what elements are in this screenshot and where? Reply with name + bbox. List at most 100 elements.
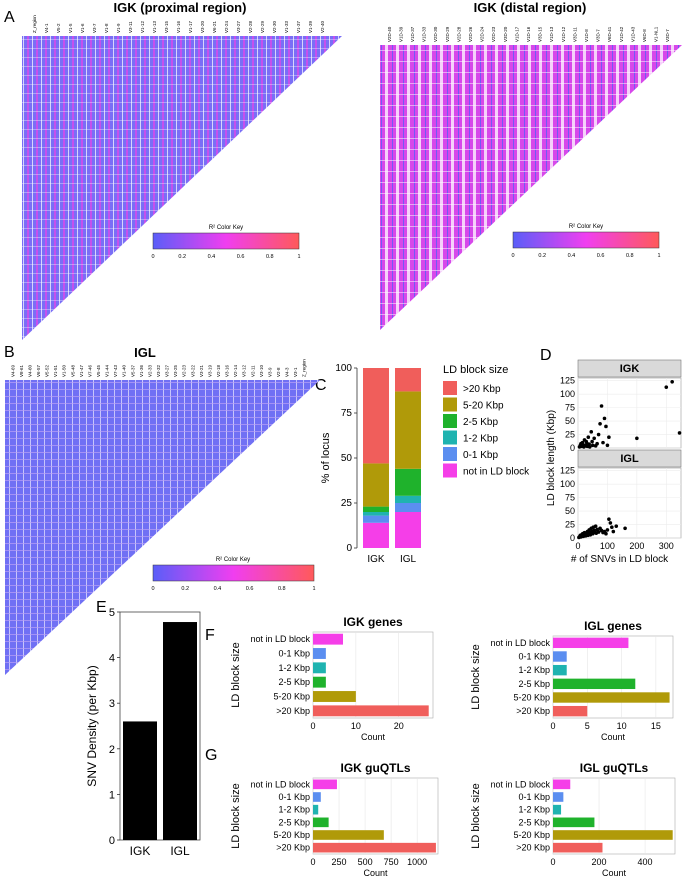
scatter-point: [605, 443, 610, 448]
key-tick-label: 1: [297, 254, 300, 260]
gene-label: V5-45: [96, 364, 101, 377]
scatter-point: [593, 524, 598, 528]
gene-label: V1-47: [79, 364, 84, 377]
scatter-point: [595, 441, 599, 446]
gene-label: V3-32: [156, 364, 161, 377]
gene-label: V4-3: [285, 367, 290, 377]
gene-label: V2-8: [276, 367, 281, 377]
scatter-point: [601, 440, 605, 445]
gene-label: V3-21: [199, 364, 204, 377]
bar: [313, 779, 337, 790]
bar: [313, 676, 326, 688]
x-tick-label: 10: [617, 721, 627, 731]
x-tick-label: IGK: [130, 844, 151, 858]
gene-label: Z_region: [302, 359, 307, 377]
scatter-point: [677, 431, 682, 435]
heatmap-title: IGL: [134, 345, 156, 360]
panel-d-scatter: IGK 0 25 50 75 100 125 IGL 0 25 50 75 100 125 0 100 200 3…: [546, 359, 682, 565]
y-axis-label: LD block size: [470, 783, 482, 848]
facet-panel: [577, 377, 682, 449]
scatter-point: [607, 435, 611, 440]
stacked-bar-segment: [363, 522, 389, 548]
y-tick-label: 75: [565, 493, 575, 503]
plot-frame: [552, 635, 674, 719]
x-tick-label: 20: [394, 721, 404, 731]
x-tick-label: 0: [575, 541, 580, 551]
gene-label: V3-12: [242, 364, 247, 377]
key-tick-label: 0.6: [597, 253, 605, 259]
y-axis-label: LD block size: [470, 644, 482, 709]
gene-label: V3-20: [200, 20, 205, 33]
facet-title: IGK: [620, 363, 640, 375]
y-tick-label: 5-20 Kbp: [513, 830, 550, 840]
color-key-ticks: 0 0.2 0.4 0.6 0.8 1: [511, 253, 660, 259]
panel-g-igl-guqtls: IGL guQTLs 0 200 400 not in LD block 0-1 Kbp 1…: [470, 761, 676, 878]
y-tick-label: 2-5 Kbp: [278, 677, 310, 687]
scatter-point: [607, 517, 611, 521]
chart-title: IGL genes: [584, 619, 642, 633]
gene-label: V2D-30: [433, 26, 438, 42]
gene-label-row: V4-69 V8-61 V4-60 V6-57 V5-52 V1-51 V1-50 V5-48…: [10, 359, 306, 377]
stacked-bar-segment: [395, 512, 421, 548]
y-tick-label: 75: [565, 403, 575, 413]
bar: [553, 705, 588, 717]
gene-label: V1-37: [296, 20, 301, 33]
y-tick-label: 0: [570, 533, 575, 543]
y-axis-label: LD block length (Kbp): [546, 410, 557, 506]
scatter-point: [614, 524, 619, 528]
y-tick-label: 50: [565, 416, 575, 426]
x-tick-label: 0: [310, 857, 315, 867]
key-tick-label: 0.8: [626, 253, 634, 259]
gene-label: V5-2: [56, 23, 61, 33]
gene-label: V3-7: [92, 23, 97, 33]
x-tick-label: 200: [629, 541, 644, 551]
gene-label: V2-23: [182, 364, 187, 377]
stacked-bar-segment: [363, 506, 389, 512]
gene-label: V2-30: [272, 20, 277, 33]
gene-label: V3-22: [190, 364, 195, 377]
panel-label-g: G: [205, 747, 217, 764]
key-tick-label: 1: [312, 586, 315, 592]
y-tick-label: 100: [560, 389, 575, 399]
gene-label: V3D-20: [503, 26, 508, 42]
y-tick-label: 0-1 Kbp: [518, 652, 550, 662]
panel-f-igl-genes: IGL genes 0 5 10 15 not in LD block 0-1 Kbp 1-2…: [470, 619, 674, 742]
facet-strip: [577, 359, 682, 378]
gene-label: V2D-23: [491, 26, 496, 42]
x-tick-label: 0: [550, 857, 555, 867]
legend-swatch: [443, 447, 457, 461]
gene-label: V3D-7: [665, 29, 670, 42]
ld-heatmap-triangle: [380, 45, 682, 330]
bar: [313, 792, 321, 802]
x-tick-label: 750: [384, 857, 399, 867]
gene-label: V3-19: [207, 364, 212, 377]
gene-label: V6D-41: [607, 26, 612, 42]
scatter-point: [664, 385, 669, 389]
gene-label: V2D-40: [387, 26, 392, 42]
y-tick-label: 5-20 Kbp: [273, 692, 310, 702]
gene-label: V2D-24: [480, 26, 485, 42]
y-tick-label: >20 Kbp: [276, 706, 310, 716]
gene-label: V2D-26: [468, 26, 473, 42]
bar: [313, 817, 329, 828]
x-tick-label: IGL: [400, 554, 417, 565]
key-tick-label: 0.4: [214, 586, 222, 592]
scatter-point: [670, 379, 674, 384]
x-tick-label: 400: [638, 857, 653, 867]
key-tick-label: 0.2: [181, 586, 189, 592]
panel-label-a: A: [4, 9, 15, 26]
gene-label: V2-33: [147, 364, 152, 377]
scatter-point: [589, 430, 594, 434]
stacked-bar-segment: [363, 368, 389, 464]
y-tick-label: 50: [565, 506, 575, 516]
legend-title: LD block size: [443, 364, 508, 376]
gene-label: V1-16: [176, 20, 181, 33]
scatter-point: [608, 521, 613, 525]
x-tick-label: 500: [358, 857, 373, 867]
key-tick-label: 0: [151, 586, 154, 592]
panel-label-c: C: [315, 377, 327, 394]
scatter-point: [604, 531, 608, 536]
color-key-bar: [512, 231, 660, 249]
y-tick-label: 0-1 Kbp: [278, 649, 310, 659]
bar: [313, 830, 384, 840]
